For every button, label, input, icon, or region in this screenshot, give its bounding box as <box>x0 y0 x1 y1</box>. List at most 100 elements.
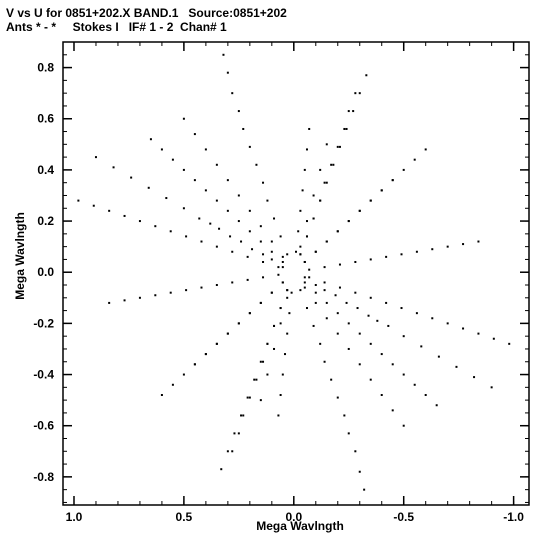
uv-point <box>182 117 185 120</box>
uv-point <box>246 396 249 399</box>
uv-point <box>193 363 196 366</box>
uv-point <box>354 92 357 95</box>
uv-point <box>312 324 315 327</box>
uv-point <box>336 312 339 315</box>
uv-point <box>273 324 276 327</box>
uv-point <box>231 450 234 453</box>
uv-point <box>400 307 403 310</box>
uv-point <box>299 253 302 256</box>
uv-point <box>198 217 201 220</box>
uv-point <box>325 240 328 243</box>
uv-point <box>160 148 163 151</box>
uv-point <box>380 189 383 192</box>
uv-point <box>193 133 196 136</box>
uv-point <box>171 383 174 386</box>
uv-point <box>385 255 388 258</box>
uv-point <box>185 235 188 238</box>
y-tick-label: -0.8 <box>33 470 54 484</box>
uv-point <box>286 289 289 292</box>
uv-point <box>332 163 335 166</box>
uv-point <box>248 230 251 233</box>
uv-point <box>402 424 405 427</box>
uv-point <box>237 194 240 197</box>
uv-point <box>295 250 297 253</box>
uv-point <box>358 363 361 366</box>
uv-point <box>226 71 229 74</box>
uv-point <box>259 240 262 243</box>
uv-point <box>303 281 306 284</box>
uv-point <box>286 332 289 335</box>
x-tick-label: 0.5 <box>176 510 193 524</box>
uv-point <box>182 168 185 171</box>
uv-point <box>246 278 249 281</box>
uv-point <box>297 230 300 233</box>
uv-point <box>305 235 308 238</box>
uv-point <box>233 432 236 435</box>
uv-point <box>215 284 218 287</box>
uv-point <box>284 353 287 356</box>
uv-point <box>240 240 243 243</box>
uv-point <box>336 230 339 233</box>
uv-point <box>270 258 273 261</box>
uv-point <box>108 209 111 212</box>
uv-point <box>477 240 480 243</box>
uv-point <box>248 145 251 148</box>
uv-point <box>237 322 240 325</box>
uv-point <box>358 332 361 335</box>
uv-point <box>266 199 269 202</box>
uv-point <box>415 250 418 253</box>
uv-point <box>330 378 333 381</box>
uv-point <box>308 276 311 279</box>
uv-point <box>290 291 293 294</box>
uv-point <box>277 266 280 269</box>
x-tick-label: -1.0 <box>503 510 524 524</box>
uv-point <box>308 268 311 271</box>
y-tick-labels: 0.8 0.6 0.4 0.2 0.0 -0.2 -0.4 -0.6 -0.8 <box>33 61 54 484</box>
uv-point <box>303 168 306 171</box>
uv-point <box>182 373 185 376</box>
uv-point <box>391 363 394 366</box>
uv-point <box>226 332 229 335</box>
uv-point <box>138 296 141 299</box>
uv-point <box>169 230 172 233</box>
uv-point <box>363 488 366 491</box>
uv-point <box>325 143 328 146</box>
y-tick-label: -0.4 <box>33 368 54 382</box>
uv-point <box>160 394 163 397</box>
uv-point <box>490 386 493 389</box>
plot-frame <box>62 41 530 506</box>
uv-point <box>299 209 302 212</box>
uv-point <box>169 291 172 294</box>
uv-point <box>94 156 97 159</box>
uv-point <box>286 296 289 299</box>
y-tick-label: 0.6 <box>37 112 54 126</box>
uv-point <box>255 163 258 166</box>
uv-point <box>226 179 229 182</box>
uv-point <box>299 289 302 292</box>
uv-point <box>92 204 95 207</box>
uv-point <box>319 168 322 171</box>
uv-point <box>286 253 289 256</box>
y-tick-label: 0.0 <box>37 265 54 279</box>
uv-point <box>391 409 394 412</box>
uv-point <box>314 301 317 304</box>
uv-point <box>251 248 254 251</box>
uv-point <box>345 301 348 304</box>
uv-point <box>262 276 265 279</box>
uv-point <box>420 345 423 348</box>
uv-point <box>347 220 350 223</box>
uv-point <box>338 286 341 289</box>
uv-point <box>204 189 207 192</box>
y-tick-label: 0.2 <box>37 214 54 228</box>
uv-point <box>338 145 341 148</box>
uv-point <box>182 207 185 210</box>
uv-point <box>446 245 449 248</box>
uv-point <box>154 225 157 228</box>
uv-point <box>193 179 196 182</box>
uv-point <box>354 260 357 263</box>
uv-point <box>259 399 262 402</box>
uv-point <box>354 291 357 294</box>
uv-point <box>303 286 306 289</box>
uv-point <box>347 110 350 113</box>
uv-point <box>415 312 418 315</box>
